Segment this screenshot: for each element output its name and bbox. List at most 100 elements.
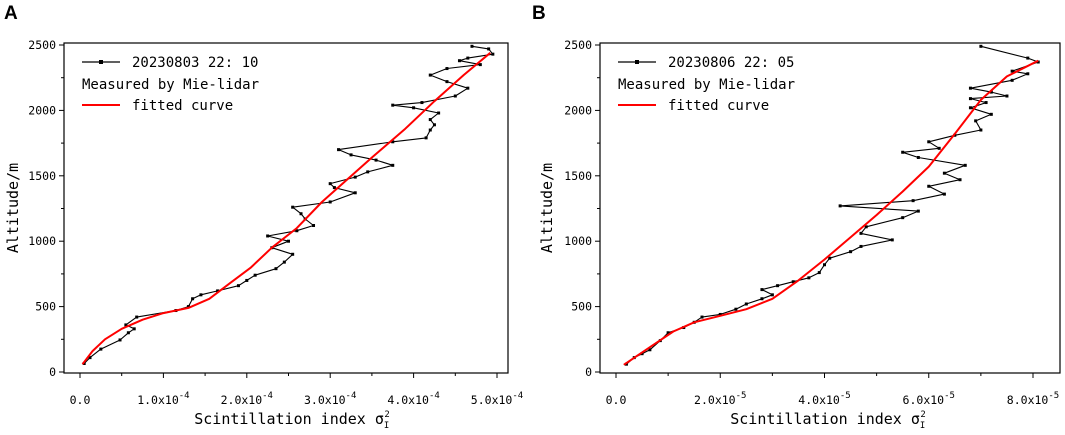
x-tick-label: 0.0 bbox=[606, 393, 627, 407]
y-axis-title: Altitude/m bbox=[538, 163, 556, 253]
data-point bbox=[424, 136, 428, 140]
data-point bbox=[770, 293, 774, 297]
data-point bbox=[859, 244, 863, 248]
data-point bbox=[640, 352, 644, 356]
data-point bbox=[817, 271, 821, 275]
data-point bbox=[412, 106, 416, 110]
data-point bbox=[989, 90, 993, 94]
data-point bbox=[291, 252, 295, 256]
data-point bbox=[428, 73, 432, 77]
data-point bbox=[428, 118, 432, 122]
data-point bbox=[823, 263, 826, 267]
data-point bbox=[99, 347, 103, 351]
data-point bbox=[453, 94, 457, 98]
data-point bbox=[791, 280, 795, 284]
data-point bbox=[353, 191, 357, 195]
data-point bbox=[491, 52, 495, 56]
data-point bbox=[776, 284, 780, 288]
data-point bbox=[989, 112, 993, 116]
data-point bbox=[216, 289, 220, 293]
data-point bbox=[718, 312, 722, 316]
legend-entry-date: 20230803 22: 10 bbox=[132, 55, 258, 71]
data-point bbox=[901, 150, 905, 154]
data-point bbox=[199, 293, 203, 297]
x-tick-label: 0.0 bbox=[70, 393, 91, 407]
legend-marker bbox=[99, 60, 103, 64]
y-axis-title: Altitude/m bbox=[4, 163, 22, 253]
x-tick-label: 2.0x10-5 bbox=[694, 391, 746, 407]
data-point bbox=[478, 63, 482, 67]
data-point bbox=[979, 128, 983, 132]
data-point bbox=[132, 327, 136, 331]
data-point bbox=[236, 284, 240, 288]
data-point bbox=[968, 97, 972, 101]
chart-panel-b: B 0 500 1000 1500 2000 2500 0.0 2.0x10-5 4.0x10… bbox=[532, 3, 1061, 431]
y-tick-label: 1000 bbox=[28, 234, 56, 248]
x-tick-label: 1.0x10-4 bbox=[137, 391, 189, 407]
data-point bbox=[958, 178, 962, 182]
data-point bbox=[470, 44, 474, 48]
data-point bbox=[968, 106, 972, 110]
data-point bbox=[328, 182, 332, 186]
legend-entry-fitted: fitted curve bbox=[668, 98, 769, 114]
data-point bbox=[760, 297, 764, 301]
panel-label-b: B bbox=[532, 3, 546, 24]
data-point bbox=[353, 175, 357, 179]
measured-series-line bbox=[83, 45, 494, 364]
x-axis-ticks: 0.0 2.0x10-5 4.0x10-5 6.0x10-5 8.0x10-5 bbox=[606, 373, 1059, 407]
y-tick-label: 0 bbox=[585, 365, 592, 379]
data-point bbox=[126, 331, 130, 335]
data-point bbox=[466, 56, 470, 60]
chart-panel-a: A 0 500 1000 1500 2000 2500 0.0 1.0x10-4 2.0x10… bbox=[4, 3, 523, 431]
data-point bbox=[287, 239, 290, 243]
data-point bbox=[295, 229, 299, 233]
panel-label-a: A bbox=[4, 3, 18, 24]
y-tick-label: 1000 bbox=[564, 234, 592, 248]
data-point bbox=[186, 305, 190, 309]
data-point bbox=[291, 205, 295, 209]
data-point bbox=[927, 184, 931, 188]
data-point bbox=[937, 146, 941, 150]
y-tick-label: 0 bbox=[49, 365, 56, 379]
series-group bbox=[81, 44, 495, 365]
data-point bbox=[337, 148, 341, 152]
data-point bbox=[124, 323, 128, 327]
data-point bbox=[984, 101, 988, 105]
data-point bbox=[700, 315, 704, 319]
y-axis-ticks: 0 500 1000 1500 2000 2500 bbox=[564, 38, 600, 379]
x-tick-label: 8.0x10-5 bbox=[1007, 391, 1059, 407]
data-point bbox=[1026, 56, 1030, 60]
x-tick-label: 4.0x10-4 bbox=[387, 391, 439, 407]
data-point bbox=[282, 260, 286, 264]
x-axis-title: Scintillation index σI2 bbox=[194, 410, 390, 431]
data-point bbox=[487, 47, 491, 51]
data-point bbox=[328, 200, 332, 204]
data-point bbox=[927, 140, 931, 144]
y-tick-label: 1500 bbox=[564, 169, 592, 183]
data-point bbox=[299, 212, 303, 216]
legend-entry-measured: Measured by Mie-lidar bbox=[82, 77, 259, 93]
data-point bbox=[432, 123, 436, 127]
data-point bbox=[437, 111, 441, 115]
data-point bbox=[942, 171, 946, 175]
data-point bbox=[916, 209, 920, 213]
data-point bbox=[979, 44, 983, 48]
data-point bbox=[648, 348, 652, 352]
data-point bbox=[366, 170, 370, 174]
fitted-curve-line bbox=[623, 59, 1039, 366]
y-tick-label: 500 bbox=[35, 300, 56, 314]
x-tick-label: 4.0x10-5 bbox=[798, 391, 850, 407]
data-point bbox=[974, 119, 978, 123]
data-point bbox=[135, 315, 139, 319]
data-point bbox=[428, 128, 432, 132]
y-tick-label: 2500 bbox=[564, 38, 592, 52]
data-point bbox=[420, 101, 424, 105]
data-point bbox=[374, 158, 378, 162]
legend-entry-date: 20230806 22: 05 bbox=[668, 55, 794, 71]
legend: 20230806 22: 05 Measured by Mie-lidar fi… bbox=[618, 55, 795, 114]
data-point bbox=[744, 302, 748, 306]
measured-series-line bbox=[626, 45, 1039, 365]
y-tick-label: 500 bbox=[571, 300, 592, 314]
data-point bbox=[445, 80, 449, 84]
data-point bbox=[1010, 78, 1014, 82]
